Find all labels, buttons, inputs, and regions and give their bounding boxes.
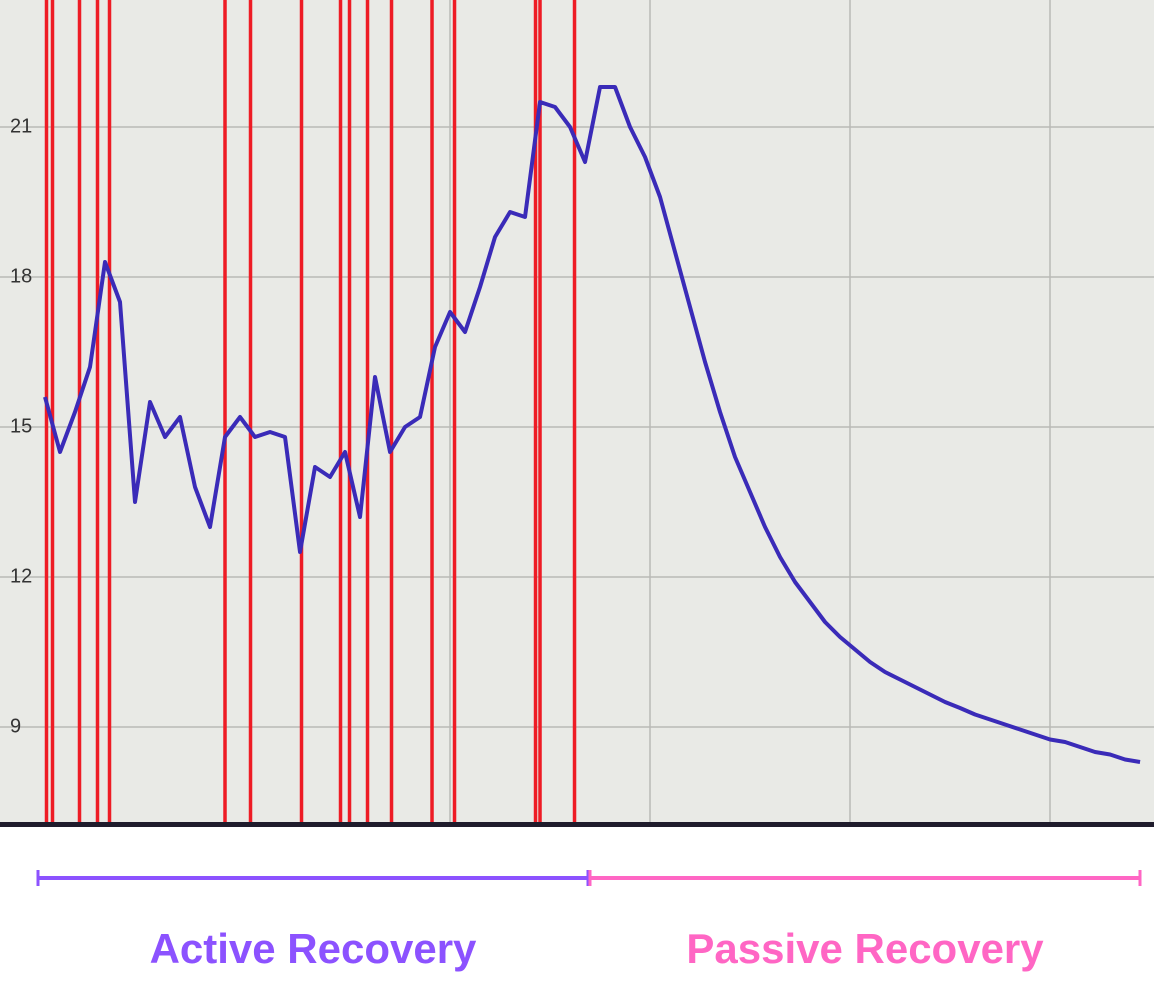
annotation: Passive Recovery bbox=[686, 925, 1044, 972]
y-tick-label: 9 bbox=[10, 715, 21, 737]
lines bbox=[43, 85, 1141, 764]
events bbox=[44, 0, 577, 822]
annotations: Active Recovery Passive Recovery bbox=[36, 870, 1142, 972]
y-tick-label: 12 bbox=[10, 565, 32, 587]
x-axis bbox=[0, 822, 1154, 827]
plot-background bbox=[0, 0, 1154, 824]
ticks: 9 12 15 18 21 bbox=[10, 115, 32, 737]
annotation: Active Recovery bbox=[150, 925, 477, 972]
grid bbox=[0, 126, 1154, 728]
series-line bbox=[43, 85, 1141, 764]
y-tick-label: 15 bbox=[10, 415, 32, 437]
y-tick-label: 18 bbox=[10, 265, 32, 287]
y-tick-label: 21 bbox=[10, 115, 32, 137]
